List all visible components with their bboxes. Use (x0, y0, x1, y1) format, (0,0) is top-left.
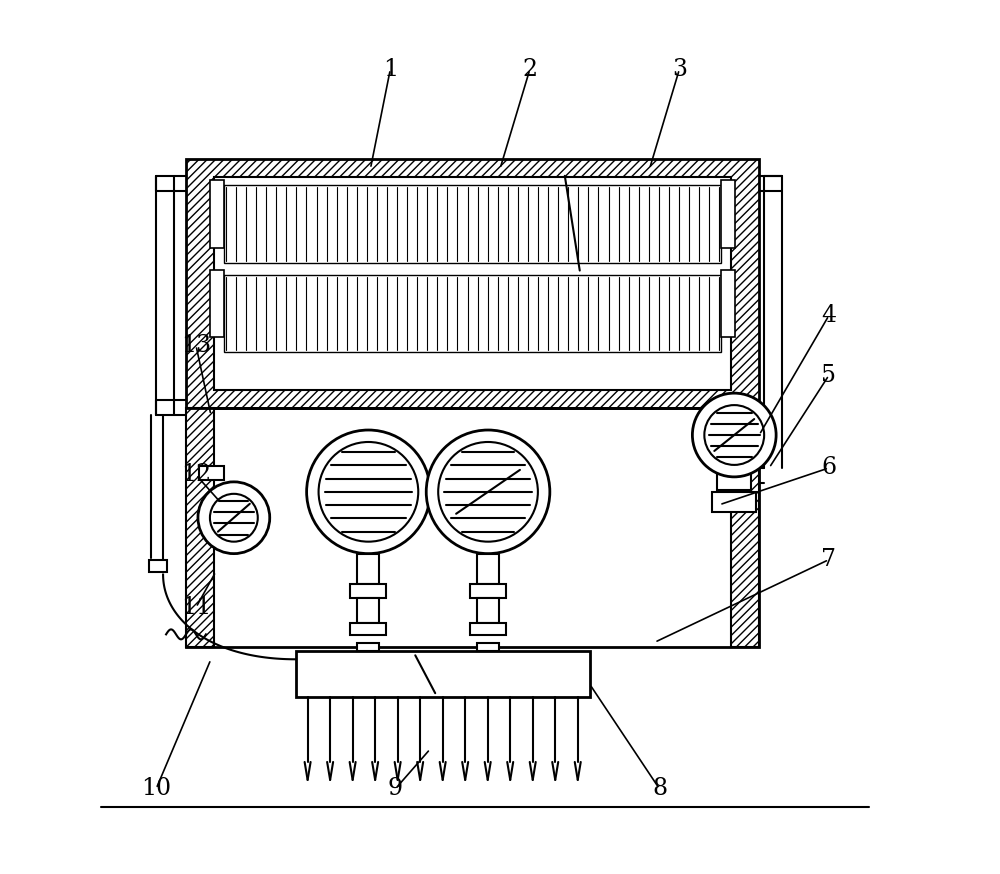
Bar (477, 553, 499, 584)
Text: 10: 10 (141, 777, 171, 801)
Circle shape (426, 430, 550, 553)
Text: 8: 8 (652, 777, 667, 801)
Circle shape (704, 406, 764, 465)
Circle shape (210, 494, 258, 542)
Bar (712, 492, 756, 512)
Bar (224, 184, 721, 262)
Text: 12: 12 (181, 463, 211, 486)
Text: 5: 5 (821, 364, 836, 386)
Bar (199, 466, 224, 480)
Bar (210, 180, 224, 247)
Bar (214, 177, 731, 390)
Bar (721, 269, 735, 337)
Bar (350, 584, 386, 599)
Bar (357, 643, 379, 651)
Text: 3: 3 (672, 58, 687, 80)
Text: 11: 11 (181, 596, 211, 619)
Circle shape (692, 393, 776, 477)
Bar (357, 553, 379, 584)
Circle shape (319, 442, 418, 542)
Bar (186, 408, 214, 648)
Bar (210, 269, 224, 337)
Bar (357, 599, 379, 623)
Bar (477, 643, 499, 651)
Circle shape (198, 482, 270, 553)
Bar (224, 274, 721, 352)
Text: 9: 9 (388, 777, 403, 801)
Text: 1: 1 (383, 58, 398, 80)
Circle shape (307, 430, 430, 553)
Bar (186, 159, 759, 408)
Bar (477, 599, 499, 623)
Bar (149, 559, 167, 572)
Bar (717, 468, 751, 489)
Text: 4: 4 (821, 304, 837, 327)
Text: 2: 2 (522, 58, 537, 80)
Bar (470, 584, 506, 599)
Bar (296, 651, 590, 697)
Bar (731, 408, 759, 648)
Bar (470, 623, 506, 635)
Text: 13: 13 (181, 334, 211, 357)
Text: 6: 6 (821, 456, 837, 480)
Bar (186, 408, 759, 648)
Bar (350, 623, 386, 635)
Circle shape (438, 442, 538, 542)
Bar (721, 180, 735, 247)
Text: 7: 7 (821, 548, 836, 571)
